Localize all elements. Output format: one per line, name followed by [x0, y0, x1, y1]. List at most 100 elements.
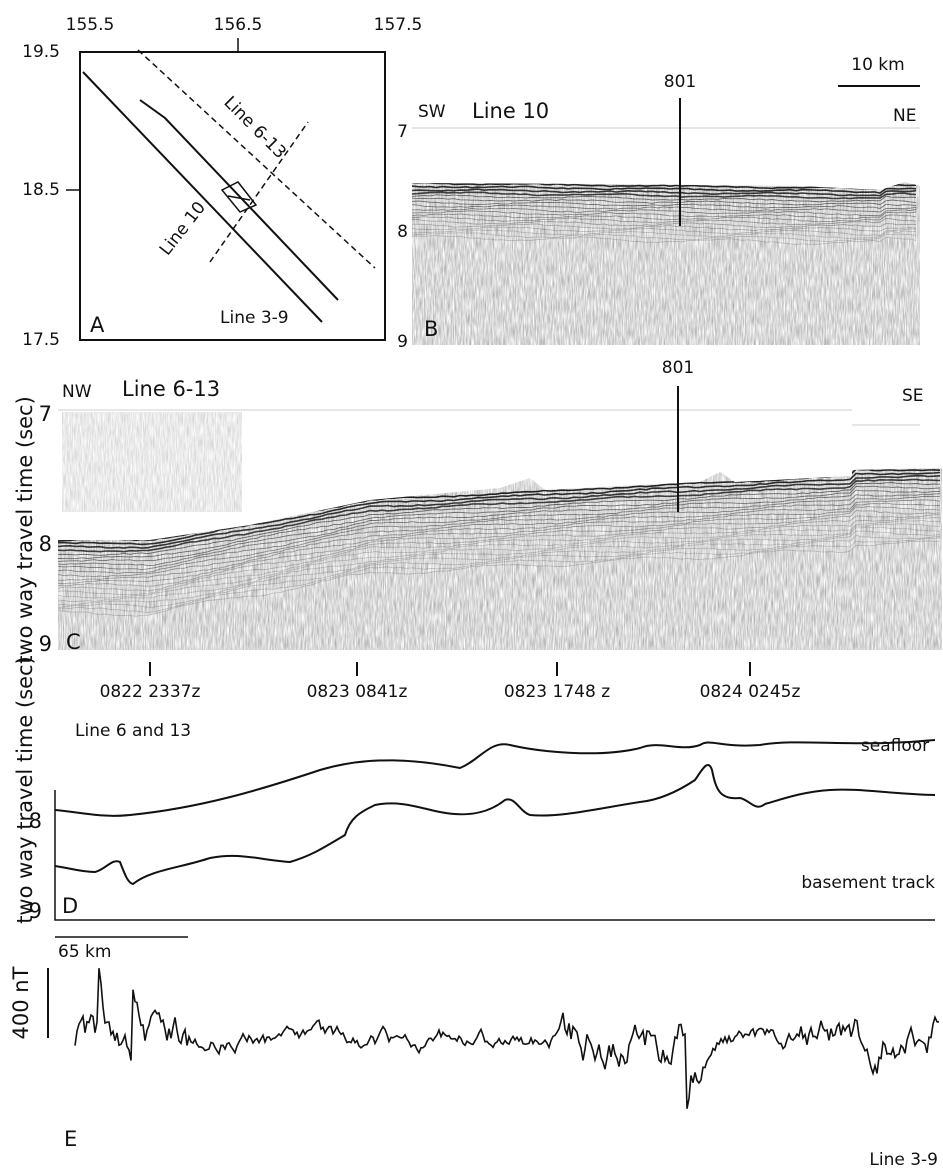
reflector [412, 210, 917, 220]
y-label: 7 [397, 122, 408, 142]
reflector [412, 185, 917, 194]
panel-letter: B [424, 317, 438, 341]
y-label: 8 [39, 532, 52, 556]
noise-patch [62, 412, 242, 512]
reflector [412, 182, 917, 190]
y-label: 8 [397, 222, 408, 242]
reflector [58, 474, 941, 549]
lon-label: 156.5 [214, 15, 263, 35]
scale-label: 400 nT [9, 966, 33, 1039]
y-label: 9 [397, 332, 408, 352]
reflector [412, 188, 917, 197]
reflector [412, 226, 917, 237]
track-line [139, 99, 339, 301]
reflector [412, 229, 917, 239]
reflector [58, 519, 941, 596]
reflector [58, 471, 941, 546]
scale-label: 10 km [851, 55, 904, 75]
magnetic-trace [74, 968, 940, 1109]
reflector [58, 530, 941, 606]
reflector [412, 204, 917, 213]
panel-a: 155.5 156.5 157.5 19.5 18.5 17.5 Line 6-… [22, 15, 422, 350]
reflector [412, 235, 917, 245]
reflector [58, 489, 941, 562]
reflector [58, 510, 941, 584]
reflector [58, 478, 941, 553]
reflector [58, 506, 941, 581]
site-label: 801 [664, 72, 696, 92]
reflector [58, 514, 940, 587]
curve-label: seafloor [861, 736, 929, 756]
reflector [58, 482, 941, 556]
lat-label: 17.5 [22, 330, 60, 350]
axes [54, 790, 935, 921]
panel-d: Line 6 and 13 two way travel time (sec) … [13, 656, 935, 962]
axis-label: two way travel time (sec) [13, 396, 37, 664]
y-label: 9 [39, 632, 52, 656]
reflector [58, 534, 941, 609]
site-box [220, 181, 258, 213]
reflector [412, 223, 917, 232]
scale-label: 65 km [58, 942, 111, 962]
reflector [412, 207, 917, 217]
time-label: 0824 0245z [700, 682, 801, 702]
panel-letter: A [90, 313, 105, 337]
reflector [58, 502, 941, 578]
direction: SE [902, 386, 924, 406]
line-label: Line 3-9 [220, 308, 289, 328]
reflector [58, 537, 941, 613]
panel-letter: D [62, 894, 78, 918]
seafloor-curve [54, 739, 936, 817]
line-label: Line 3-9 [869, 1150, 938, 1169]
reflector [58, 496, 940, 571]
reflector [58, 493, 941, 567]
curve-label: basement track [801, 873, 935, 893]
time-label: 0823 1748 z [504, 682, 610, 702]
panel-c: 801 NW Line 6-13 SE two way travel time … [13, 358, 942, 702]
direction: NW [62, 382, 92, 402]
reflector [58, 523, 941, 599]
reflector [58, 540, 941, 617]
panel-e: 400 nT E Line 3-9 [9, 966, 940, 1170]
reflector [412, 191, 917, 200]
panel-letter: C [66, 630, 81, 654]
time-label: 0823 0841z [307, 682, 408, 702]
direction: SW [418, 102, 446, 122]
reflector [58, 499, 941, 574]
reflectors [412, 182, 917, 245]
panel-b: 10 km 801 SW Line 10 NE 7 8 9 B [397, 55, 920, 352]
axis-label: two way travel time (sec) [13, 656, 37, 924]
reflector [412, 218, 916, 229]
lon-label: 157.5 [374, 15, 423, 35]
profile-title: Line 10 [472, 99, 549, 123]
reflector [58, 526, 941, 602]
reflector [412, 216, 917, 226]
reflector [412, 232, 917, 242]
reflector [58, 485, 941, 560]
line-label: Line 10 [156, 198, 210, 260]
lat-label: 18.5 [22, 180, 60, 200]
reflector [412, 194, 917, 203]
profile-title: Line 6-13 [122, 377, 220, 401]
y-label: 7 [39, 402, 52, 426]
y-label: 9 [29, 899, 42, 923]
basement-curve [54, 764, 936, 886]
reflector [412, 200, 917, 209]
panel-letter: E [64, 1127, 77, 1151]
y-label: 8 [29, 809, 42, 833]
time-label: 0822 2337z [100, 682, 201, 702]
map-frame [79, 51, 386, 341]
track-line [137, 49, 376, 269]
lon-label: 155.5 [66, 15, 115, 35]
reflector [412, 197, 917, 206]
track-line [209, 121, 309, 263]
reflector [58, 517, 941, 592]
site-label: 801 [662, 358, 694, 378]
time-ticks [149, 662, 751, 676]
lat-label: 19.5 [22, 42, 60, 62]
seismic-image [412, 182, 920, 345]
panel-title: Line 6 and 13 [75, 721, 191, 741]
direction: NE [893, 106, 916, 126]
line-label: Line 6-13 [220, 93, 290, 163]
